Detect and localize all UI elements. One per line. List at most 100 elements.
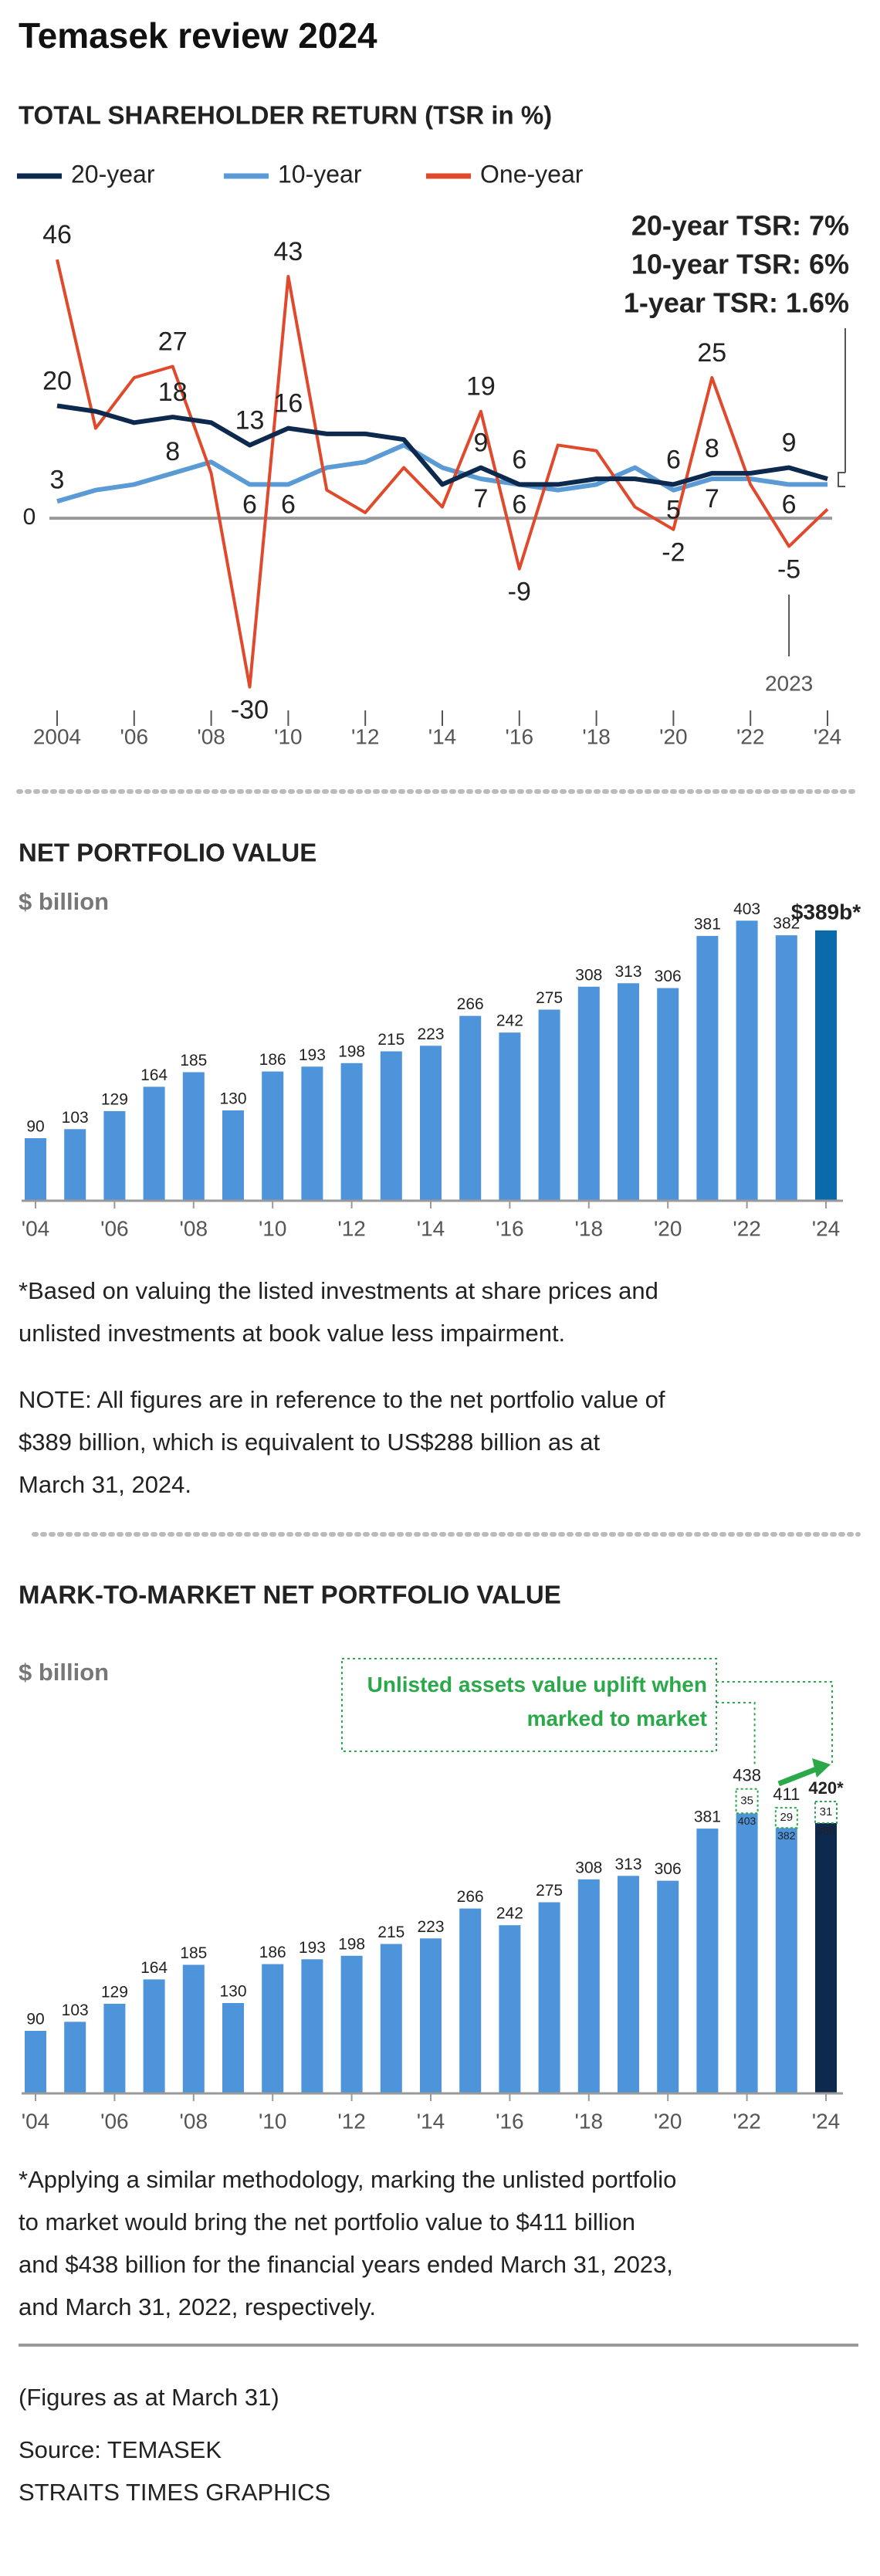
legend-label: One-year (480, 160, 584, 188)
bar (380, 1944, 402, 2093)
data-label: 193 (299, 1046, 326, 1064)
data-label: 215 (377, 1031, 404, 1049)
x-tick-label: '12 (351, 724, 380, 748)
data-label: 389 (817, 1825, 835, 1837)
x-tick-label: '20 (659, 724, 688, 748)
data-label: 164 (140, 1066, 168, 1084)
data-label: 275 (536, 1882, 563, 1900)
data-label: 129 (101, 1983, 128, 2001)
bar (103, 2003, 126, 2093)
data-label: 90 (26, 2011, 44, 2029)
data-label: 308 (575, 1859, 602, 1876)
bar (301, 1066, 323, 1201)
data-label: 185 (180, 1944, 207, 1962)
chart-title: TOTAL SHAREHOLDER RETURN (TSR in %) (19, 101, 552, 130)
uplift-label: 29 (780, 1811, 793, 1824)
series-line (56, 442, 828, 504)
data-label: 381 (694, 1808, 721, 1826)
data-label: 198 (338, 1935, 365, 1953)
x-tick-label: '18 (582, 724, 611, 748)
x-tick-label: '10 (274, 724, 303, 748)
data-label: 13 (235, 405, 265, 435)
x-tick-label: '18 (575, 1216, 604, 1240)
bar (420, 1938, 442, 2093)
data-label: 223 (417, 1025, 444, 1043)
legend-label: Unlisted assets value uplift when marked… (367, 1673, 707, 1730)
x-tick-label: '24 (814, 724, 842, 748)
data-label: 129 (101, 1090, 128, 1108)
data-label: 403 (733, 900, 760, 918)
data-label: 185 (180, 1052, 207, 1069)
data-label: 275 (536, 989, 563, 1007)
data-label: 6 (512, 445, 526, 474)
data-label: 8 (705, 434, 719, 463)
data-label: 313 (614, 963, 641, 981)
bar (657, 988, 679, 1201)
arrow-head (812, 1758, 831, 1778)
data-label: 20 (42, 366, 72, 395)
uplift-label: 35 (740, 1795, 753, 1808)
bar (262, 1071, 284, 1201)
data-label: 25 (697, 338, 726, 368)
bar (736, 1813, 758, 2093)
footnote: and $438 billion for the financial years… (19, 2251, 673, 2278)
data-label: 9 (473, 429, 488, 458)
bar (618, 983, 639, 1201)
bar (143, 1086, 165, 1201)
data-label: 313 (614, 1856, 641, 1873)
data-label: 6 (666, 445, 681, 474)
data-label: 16 (273, 389, 303, 419)
bracket (838, 328, 846, 487)
bar (64, 2022, 86, 2093)
footnote: unlisted investments at book value less … (19, 1320, 565, 1347)
bar (143, 1979, 165, 2093)
x-tick-label: '10 (259, 1216, 287, 1240)
data-label: 381 (694, 916, 721, 934)
data-label: 193 (299, 1939, 326, 1957)
legend-label: 10-year (278, 160, 362, 188)
figures-note: (Figures as at March 31) (19, 2384, 279, 2411)
data-label: 223 (417, 1918, 444, 1936)
x-tick-label: '14 (417, 2109, 445, 2133)
bar (420, 1046, 442, 1201)
bar (815, 1822, 837, 2093)
total-label: 420* (808, 1778, 844, 1798)
x-tick-label: '16 (496, 2109, 524, 2133)
x-tick-label: '16 (496, 1216, 524, 1240)
data-label: 164 (140, 1959, 168, 1977)
note: $389 billion, which is equivalent to US$… (19, 1429, 600, 1456)
x-tick-label: '06 (100, 2109, 129, 2133)
x-tick-label: '06 (100, 1216, 129, 1240)
x-tick-label: '10 (259, 2109, 287, 2133)
x-tick-label: '12 (337, 1216, 366, 1240)
footnote: and March 31, 2022, respectively. (19, 2293, 376, 2320)
x-tick-label: '16 (506, 724, 534, 748)
data-label: 242 (496, 1905, 523, 1923)
data-label: 215 (377, 1924, 404, 1941)
bar (815, 930, 837, 1201)
bar (538, 1902, 560, 2093)
x-tick-label: '14 (417, 1216, 445, 1240)
uplift-label: 31 (820, 1805, 833, 1818)
annotation: 20-year TSR: 7% (631, 210, 849, 242)
data-label: 198 (338, 1042, 365, 1060)
annotation: 1-year TSR: 1.6% (624, 287, 849, 319)
series-line (56, 403, 828, 487)
x-tick-label: '08 (197, 724, 225, 748)
y-tick-label: 0 (23, 504, 36, 530)
data-label: -30 (231, 696, 269, 725)
data-label: 18 (158, 378, 188, 407)
data-label: 3 (50, 465, 65, 494)
arrow-shaft (777, 1765, 820, 1787)
bar (775, 1828, 797, 2093)
marker-label: 2023 (765, 671, 813, 695)
bar (696, 936, 719, 1201)
unit-label: $ billion (19, 888, 109, 915)
data-label: 6 (281, 490, 296, 519)
footnote: *Based on valuing the listed investments… (19, 1277, 658, 1304)
x-tick-label: '24 (812, 2109, 841, 2133)
bar (340, 1955, 363, 2093)
bar (775, 935, 797, 1201)
x-tick-label: '22 (733, 2109, 761, 2133)
